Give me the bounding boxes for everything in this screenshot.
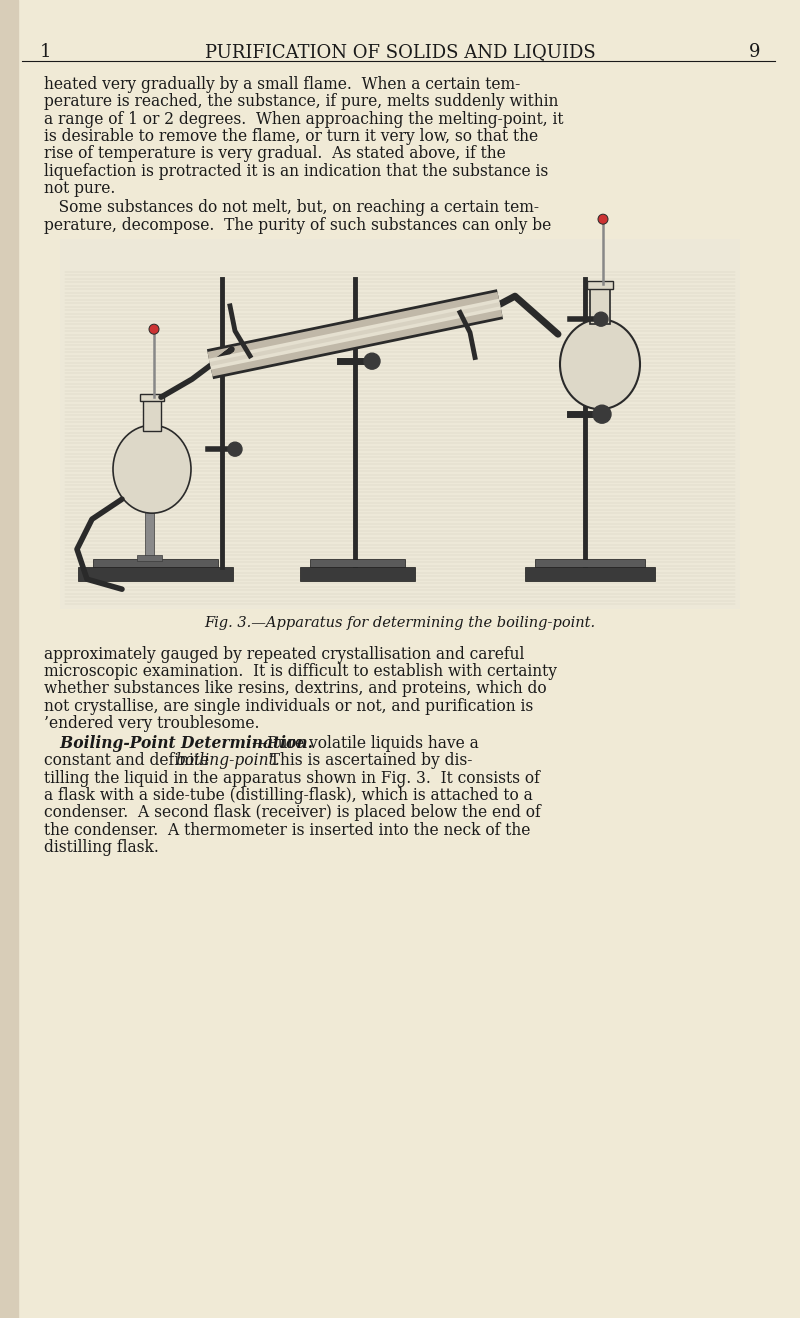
Text: heated very gradually by a small flame.  When a certain tem-: heated very gradually by a small flame. … <box>44 76 520 94</box>
Text: 1: 1 <box>40 43 51 61</box>
Bar <box>143 399 161 431</box>
Text: 9: 9 <box>749 43 760 61</box>
Bar <box>93 559 218 567</box>
Circle shape <box>593 405 611 423</box>
Circle shape <box>594 312 608 326</box>
Bar <box>535 559 645 567</box>
Bar <box>60 239 740 609</box>
Bar <box>137 555 162 561</box>
Text: condenser.  A second flask (receiver) is placed below the end of: condenser. A second flask (receiver) is … <box>44 804 541 821</box>
Text: microscopic examination.  It is difficult to establish with certainty: microscopic examination. It is difficult… <box>44 663 557 680</box>
Text: This is ascertained by dis-: This is ascertained by dis- <box>260 753 472 770</box>
Text: Fig. 3.—Apparatus for determining the boiling-point.: Fig. 3.—Apparatus for determining the bo… <box>205 616 595 630</box>
Bar <box>78 567 233 581</box>
Text: a range of 1 or 2 degrees.  When approaching the melting-point, it: a range of 1 or 2 degrees. When approach… <box>44 111 563 128</box>
Bar <box>525 567 655 581</box>
Text: constant and definite: constant and definite <box>44 753 214 770</box>
Text: not crystallise, are single individuals or not, and purification is: not crystallise, are single individuals … <box>44 697 534 714</box>
Text: rise of temperature is very gradual.  As stated above, if the: rise of temperature is very gradual. As … <box>44 145 506 162</box>
Bar <box>145 500 154 559</box>
Text: is desirable to remove the flame, or turn it very low, so that the: is desirable to remove the flame, or tur… <box>44 128 538 145</box>
Ellipse shape <box>113 426 191 513</box>
Bar <box>587 281 613 289</box>
Text: boiling-point.: boiling-point. <box>176 753 281 770</box>
Bar <box>140 394 164 401</box>
Bar <box>0 0 18 1318</box>
Bar <box>310 559 405 567</box>
Bar <box>300 567 415 581</box>
Circle shape <box>364 353 380 369</box>
Text: not pure.: not pure. <box>44 181 115 198</box>
Bar <box>590 286 610 324</box>
Text: PURIFICATION OF SOLIDS AND LIQUIDS: PURIFICATION OF SOLIDS AND LIQUIDS <box>205 43 595 61</box>
Circle shape <box>598 215 608 224</box>
Text: a flask with a side-tube (distilling-flask), which is attached to a: a flask with a side-tube (distilling-fla… <box>44 787 533 804</box>
Ellipse shape <box>560 319 640 409</box>
Text: perature is reached, the substance, if pure, melts suddenly within: perature is reached, the substance, if p… <box>44 94 558 111</box>
Text: the condenser.  A thermometer is inserted into the neck of the: the condenser. A thermometer is inserted… <box>44 822 530 838</box>
Text: distilling flask.: distilling flask. <box>44 840 159 857</box>
Text: tilling the liquid in the apparatus shown in Fig. 3.  It consists of: tilling the liquid in the apparatus show… <box>44 770 540 787</box>
Text: whether substances like resins, dextrins, and proteins, which do: whether substances like resins, dextrins… <box>44 680 546 697</box>
Text: approximately gauged by repeated crystallisation and careful: approximately gauged by repeated crystal… <box>44 646 524 663</box>
Text: Some substances do not melt, but, on reaching a certain tem-: Some substances do not melt, but, on rea… <box>44 199 539 216</box>
Text: perature, decompose.  The purity of such substances can only be: perature, decompose. The purity of such … <box>44 216 551 233</box>
Text: —Pure volatile liquids have a: —Pure volatile liquids have a <box>252 735 479 753</box>
Text: liquefaction is protracted it is an indication that the substance is: liquefaction is protracted it is an indi… <box>44 163 548 179</box>
Circle shape <box>149 324 159 335</box>
Circle shape <box>228 442 242 456</box>
Text: Boiling-Point Determination.: Boiling-Point Determination. <box>44 735 313 753</box>
Text: ’endered very troublesome.: ’endered very troublesome. <box>44 716 259 731</box>
